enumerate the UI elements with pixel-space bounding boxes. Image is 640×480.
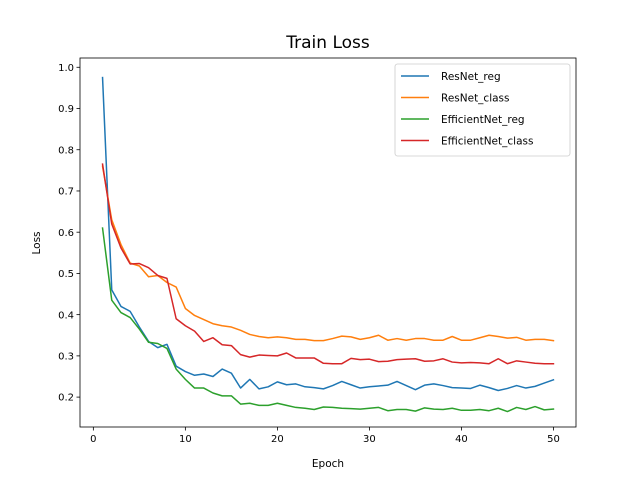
legend-label-3: EfficientNet_class <box>441 136 533 148</box>
x-axis-label: Epoch <box>312 458 344 470</box>
legend-box <box>394 63 571 157</box>
y-tick-label: 0.7 <box>58 187 74 198</box>
legend: ResNet_reg ResNet_class EfficientNet_reg Ef… <box>394 63 571 157</box>
y-tick-label: 0.9 <box>58 104 74 115</box>
y-axis-ticks: 0.2 0.3 0.4 0.5 0.6 0.7 0.8 0.9 1.0 <box>58 63 80 404</box>
x-axis-ticks: 0 10 20 30 40 50 <box>90 427 560 445</box>
x-tick-label: 20 <box>271 434 284 445</box>
x-tick-label: 10 <box>179 434 192 445</box>
y-tick-label: 0.4 <box>58 310 74 321</box>
chart-title: Train Loss <box>285 33 370 53</box>
y-axis-label: Loss <box>31 231 43 254</box>
series-line-1 <box>101 165 555 342</box>
series-lines <box>101 76 555 413</box>
y-tick-label: 0.2 <box>58 393 74 404</box>
legend-label-0: ResNet_reg <box>441 71 501 83</box>
y-tick-label: 0.8 <box>58 145 74 156</box>
y-tick-label: 0.5 <box>58 269 74 280</box>
x-tick-label: 0 <box>90 434 96 445</box>
y-tick-label: 0.3 <box>58 351 74 362</box>
y-tick-label: 0.6 <box>58 228 74 239</box>
plot-frame <box>79 57 577 428</box>
series-line-3 <box>101 163 555 365</box>
series-line-0 <box>101 76 555 392</box>
x-tick-label: 50 <box>547 434 560 445</box>
x-tick-label: 30 <box>363 434 376 445</box>
y-tick-label: 1.0 <box>58 63 74 74</box>
legend-label-1: ResNet_class <box>441 93 510 105</box>
x-tick-label: 40 <box>455 434 468 445</box>
legend-label-2: EfficientNet_reg <box>441 114 525 126</box>
series-line-2 <box>101 227 555 413</box>
